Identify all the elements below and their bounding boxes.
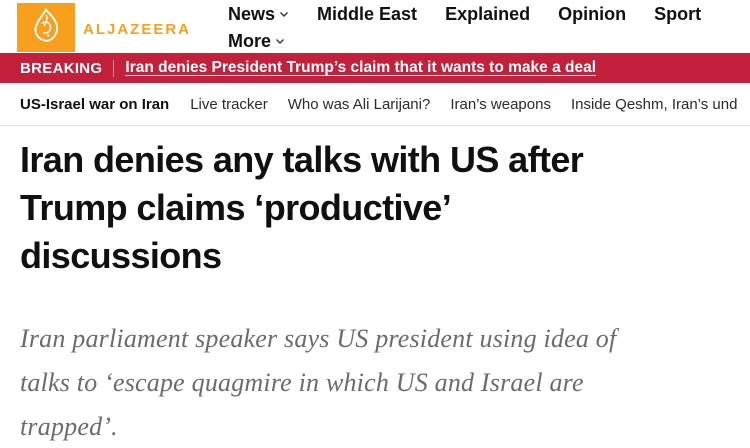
article-subheadline: Iran parliament speaker says US presiden… [20,317,730,448]
topic-subnav: US-Israel war on Iran Live tracker Who w… [0,83,750,126]
subheadline-line: trapped’. [20,412,118,441]
chevron-down-icon [279,11,289,18]
aljazeera-wordmark[interactable]: ALJAZEERA [83,21,192,38]
headline-line: discussions [20,235,222,276]
nav-item-explained[interactable]: Explained [445,1,530,28]
nav-item-label: Sport [654,4,702,24]
article-header: Iran denies any talks with US after Trum… [0,126,750,448]
article-headline: Iran denies any talks with US after Trum… [20,136,730,280]
nav-item-label: Opinion [558,4,627,24]
vertical-divider [113,59,115,77]
topic-inside-qeshm[interactable]: Inside Qeshm, Iran’s und [570,95,738,113]
topic-live-tracker[interactable]: Live tracker [190,95,268,113]
topic-irans-weapons[interactable]: Iran’s weapons [450,95,551,113]
nav-item-label: News [228,4,276,24]
subheadline-line: Iran parliament speaker says US presiden… [20,324,617,353]
nav-item-sport[interactable]: Sport [654,1,701,28]
nav-item-label: Middle East [317,4,418,24]
breaking-news-bar: BREAKING Iran denies President Trump’s c… [0,53,750,83]
subheadline-line: talks to ‘escape quagmire in which US an… [20,368,584,397]
site-header: ALJAZEERA News Middle East Explained Opi… [0,0,750,53]
nav-item-news[interactable]: News [228,1,289,28]
topic-who-was-ali-larijani[interactable]: Who was Ali Larijani? [287,95,431,113]
nav-item-label: Explained [445,4,531,24]
nav-item-middle-east[interactable]: Middle East [317,1,417,28]
nav-item-more[interactable]: More [228,28,285,55]
aljazeera-logo-icon[interactable] [17,3,75,52]
chevron-down-icon [275,38,285,45]
nav-item-label: More [228,31,272,51]
flame-calligraphy-icon [34,7,59,42]
main-navigation: News Middle East Explained Opinion Sport… [228,1,728,55]
topic-us-israel-war-on-iran[interactable]: US-Israel war on Iran [20,95,170,113]
breaking-badge: BREAKING [20,59,103,77]
nav-item-opinion[interactable]: Opinion [558,1,626,28]
headline-line: Iran denies any talks with US after [20,139,584,180]
headline-line: Trump claims ‘productive’ [20,187,452,228]
breaking-headline-link[interactable]: Iran denies President Trump’s claim that… [125,59,597,76]
